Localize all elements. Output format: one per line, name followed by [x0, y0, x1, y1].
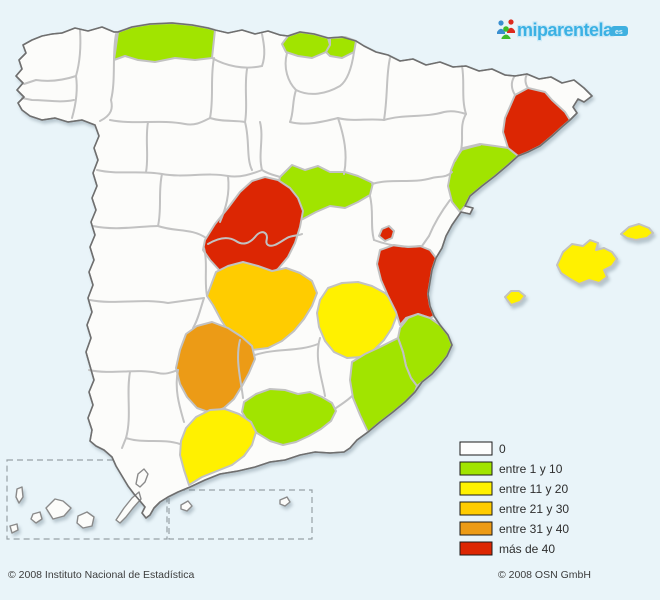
- ibiza-island[interactable]: [504, 290, 526, 306]
- province-murcia[interactable]: [349, 337, 418, 433]
- tenerife-island[interactable]: [45, 498, 72, 520]
- province-baleares[interactable]: [504, 223, 654, 306]
- province-granada[interactable]: [241, 388, 337, 446]
- canary-islands[interactable]: [9, 468, 149, 534]
- legend-swatch-2: [459, 481, 493, 496]
- legend-swatch-0: [459, 441, 493, 456]
- legend-swatch-4: [459, 521, 493, 536]
- logo-suffix-badge: [611, 26, 628, 36]
- ceuta-melilla[interactable]: [180, 496, 291, 512]
- la-gomera-island[interactable]: [30, 511, 43, 524]
- legend-swatch-5: [459, 541, 493, 556]
- legend-label-3: entre 21 y 30: [499, 502, 569, 516]
- legend-swatch-3: [459, 501, 493, 516]
- family-icon: [497, 19, 515, 39]
- ceuta-territory[interactable]: [180, 500, 193, 512]
- province-ciudad-real[interactable]: [175, 321, 256, 414]
- logo-suffix-text: es: [615, 29, 623, 36]
- el-hierro-island[interactable]: [9, 523, 19, 534]
- legend-swatch-1: [459, 461, 493, 476]
- legend-label-4: entre 31 y 40: [499, 522, 569, 536]
- miparentela-logo[interactable]: miparentela es: [497, 19, 628, 41]
- legend-label-1: entre 1 y 10: [499, 462, 563, 476]
- legend-label-2: entre 11 y 20: [499, 482, 568, 496]
- gran-canaria-island[interactable]: [76, 511, 95, 529]
- melilla-territory[interactable]: [279, 496, 291, 507]
- ceuta-melilla-inset-box: [168, 489, 313, 540]
- legend: 0 entre 1 y 10 entre 11 y 20 entre 21 y …: [459, 441, 569, 556]
- legend-label-0: 0: [499, 442, 506, 456]
- la-palma-island[interactable]: [15, 486, 24, 504]
- province-malaga[interactable]: [179, 408, 257, 486]
- footer-credit-ine: © 2008 Instituto Nacional de Estadística: [8, 569, 195, 581]
- fuerteventura-island[interactable]: [115, 491, 142, 524]
- logo-wordmark: miparentela: [517, 20, 614, 40]
- mallorca-island[interactable]: [556, 239, 618, 285]
- province-albacete[interactable]: [316, 281, 398, 359]
- lanzarote-island[interactable]: [135, 468, 149, 488]
- legend-label-5: más de 40: [499, 542, 555, 556]
- footer-credit-osn: © 2008 OSN GmbH: [498, 569, 591, 581]
- madrid-internal-border: [207, 231, 303, 247]
- province-borders: [21, 29, 529, 449]
- menorca-island[interactable]: [620, 223, 654, 241]
- choropleth-provinces: [113, 22, 571, 486]
- province-valencia-exclave[interactable]: [378, 225, 395, 242]
- coastline: [15, 22, 593, 519]
- spain-landmass: [9, 22, 654, 534]
